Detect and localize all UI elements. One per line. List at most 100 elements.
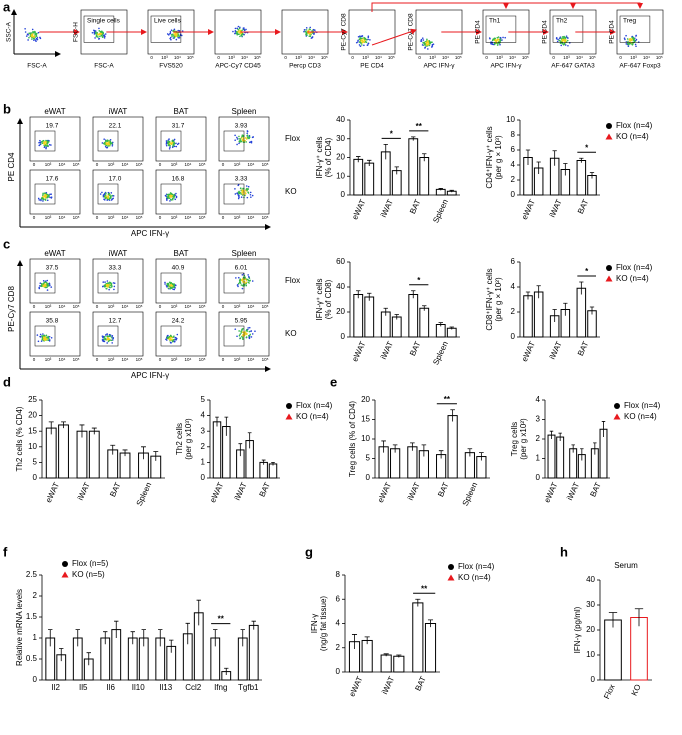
flow-dot [172,144,175,146]
flow-dot [169,337,171,340]
flow-dot [241,328,243,331]
flow-dot [168,197,171,199]
flow-dot [44,144,47,147]
x-tick-label: iWAT [76,481,92,502]
flow-dot [237,30,240,33]
flow-dot [428,44,431,47]
flow-dot [166,335,169,337]
flow-dot [101,34,104,36]
error-bar [86,652,91,666]
flow-dot [172,37,175,39]
flow-dot [426,38,428,41]
flow-tick-label: 10⁵ [388,55,395,60]
flow-dot [427,41,429,44]
flow-dot [234,188,236,190]
flow-dot [174,194,177,196]
x-tick-label: iWAT [548,340,564,361]
flow-dot [245,329,248,332]
flow-dot [50,336,53,339]
flow-dot [560,37,562,40]
gate [223,325,245,347]
flow-tick-label: 10³ [45,215,52,220]
flow-tick-label: 10⁵ [522,55,529,60]
error-bar [381,440,386,453]
flow-tick-label: 10³ [630,55,637,60]
flow-dot [45,334,48,337]
flow-dot [169,286,172,289]
legend-marker [605,275,613,282]
flow-dot [177,34,179,37]
flow-dot [308,32,310,35]
flow-dot [35,35,38,38]
flow-dot [104,335,106,338]
x-tick-label: eWAT [376,481,393,504]
flow-dot [107,340,110,343]
flow-dot [96,36,98,38]
flow-dot [42,333,44,335]
flow-dot [494,42,497,45]
error-bar [411,136,416,141]
flow-dot [242,27,245,30]
flow-tick-label: 10⁵ [656,55,663,60]
flow-dot [421,37,424,39]
significance-label: ** [444,395,451,404]
flow-dot [245,28,247,31]
flow-tick-label: 10⁴ [308,55,315,60]
flow-dot [110,199,113,201]
flow-dot [247,137,249,139]
flow-dot [173,28,176,31]
y-tick-label: 20 [28,411,37,420]
flow-dot [629,40,631,43]
gate [34,130,56,152]
flow-dot [243,274,246,277]
flow-dot [169,193,171,196]
legend-label: Flox (n=4) [296,401,333,410]
y-tick-label: 0 [511,190,516,199]
y-tick-label: 6 [336,594,341,603]
error-bar [367,159,372,166]
flow-dot [240,332,242,334]
flow-dot [101,339,104,341]
gate-label: Single cells [87,18,121,25]
legend-label: KO (n=5) [72,570,105,579]
x-tick-label: Il6 [107,683,116,692]
flow-dot [496,44,499,46]
flow-tick-label: 10⁴ [185,162,192,167]
y-axis-label: (per g x10³) [184,418,193,460]
flow-dot [166,199,168,201]
flow-dot [31,28,34,31]
flow-plot-frame [348,9,396,55]
flow-dot [361,37,363,39]
flow-dot [42,200,44,202]
x-tick-label: iWAT [406,481,422,502]
x-tick-label: eWAT [542,481,559,504]
flow-dot [165,195,167,197]
flow-dot [104,195,106,197]
flow-dot [27,39,29,41]
flow-x-label: APC IFN-γ [423,63,455,70]
row-label: KO [285,329,297,338]
y-tick-label: 0 [366,473,371,482]
flow-dot [563,43,566,46]
y-tick-label: 2 [511,175,516,184]
gate-percent: 31.7 [172,123,185,130]
panel-label: b [3,101,11,116]
flow-dot [106,285,109,287]
flow-tick-label: 10⁵ [136,162,143,167]
y-axis-label: (% of CD4) [324,137,333,177]
flow-dot [95,32,97,35]
flow-dot [309,26,312,29]
y-tick-label: 60 [336,257,345,266]
flow-dot [172,34,174,36]
flow-dot [239,187,242,190]
flow-dot [249,333,251,336]
flow-dot [106,143,108,146]
flow-dot [491,39,494,42]
flow-dot [238,27,241,30]
y-tick-label: 6 [511,257,516,266]
flow-tick-label: 10⁵ [73,162,80,167]
flow-dot [235,32,238,35]
flow-dot [103,198,105,201]
flow-dot [100,34,103,37]
flow-tick-label: 10⁴ [442,55,449,60]
